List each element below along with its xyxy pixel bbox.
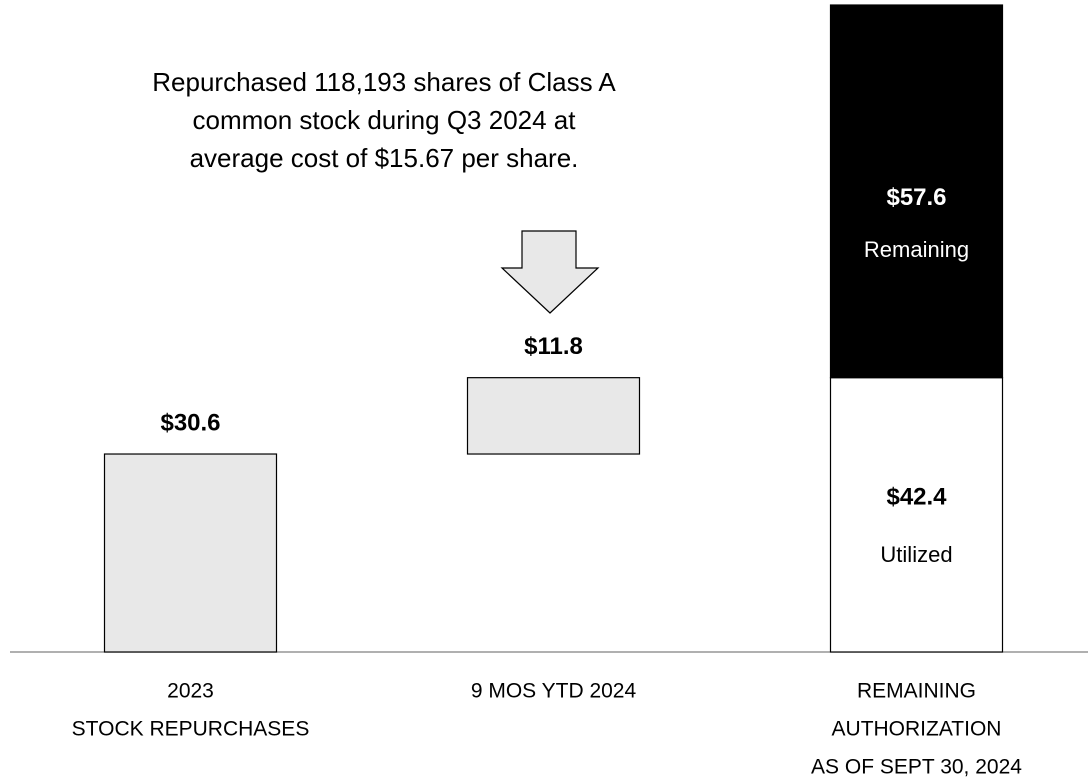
annotation: common stock during Q3 2024 at — [193, 105, 577, 135]
x-tick-label: AS OF SEPT 30, 2024 — [811, 756, 1022, 779]
stack-segment — [829, 377, 1004, 653]
bar — [466, 377, 641, 455]
x-tick-label: REMAINING — [857, 680, 976, 703]
data-label: $57.6 — [886, 184, 946, 211]
annotation: average cost of $15.67 per share. — [190, 143, 579, 173]
x-tick-label: AUTHORIZATION — [832, 718, 1002, 741]
annotation: Repurchased 118,193 shares of Class A — [152, 67, 616, 97]
x-tick-label: 9 MOS YTD 2024 — [471, 680, 637, 703]
bar — [103, 453, 278, 653]
stack-segment — [829, 4, 1004, 379]
arrow — [500, 230, 600, 314]
data-label: $11.8 — [524, 333, 583, 360]
segment-name: Remaining — [864, 237, 969, 262]
x-tick-label: STOCK REPURCHASES — [72, 718, 310, 741]
segment-name: Utilized — [880, 542, 952, 567]
data-label: $42.4 — [886, 484, 947, 511]
annotation-arrow — [500, 230, 600, 314]
data-label: $30.6 — [160, 409, 220, 436]
x-tick-label: 2023 — [167, 680, 214, 703]
